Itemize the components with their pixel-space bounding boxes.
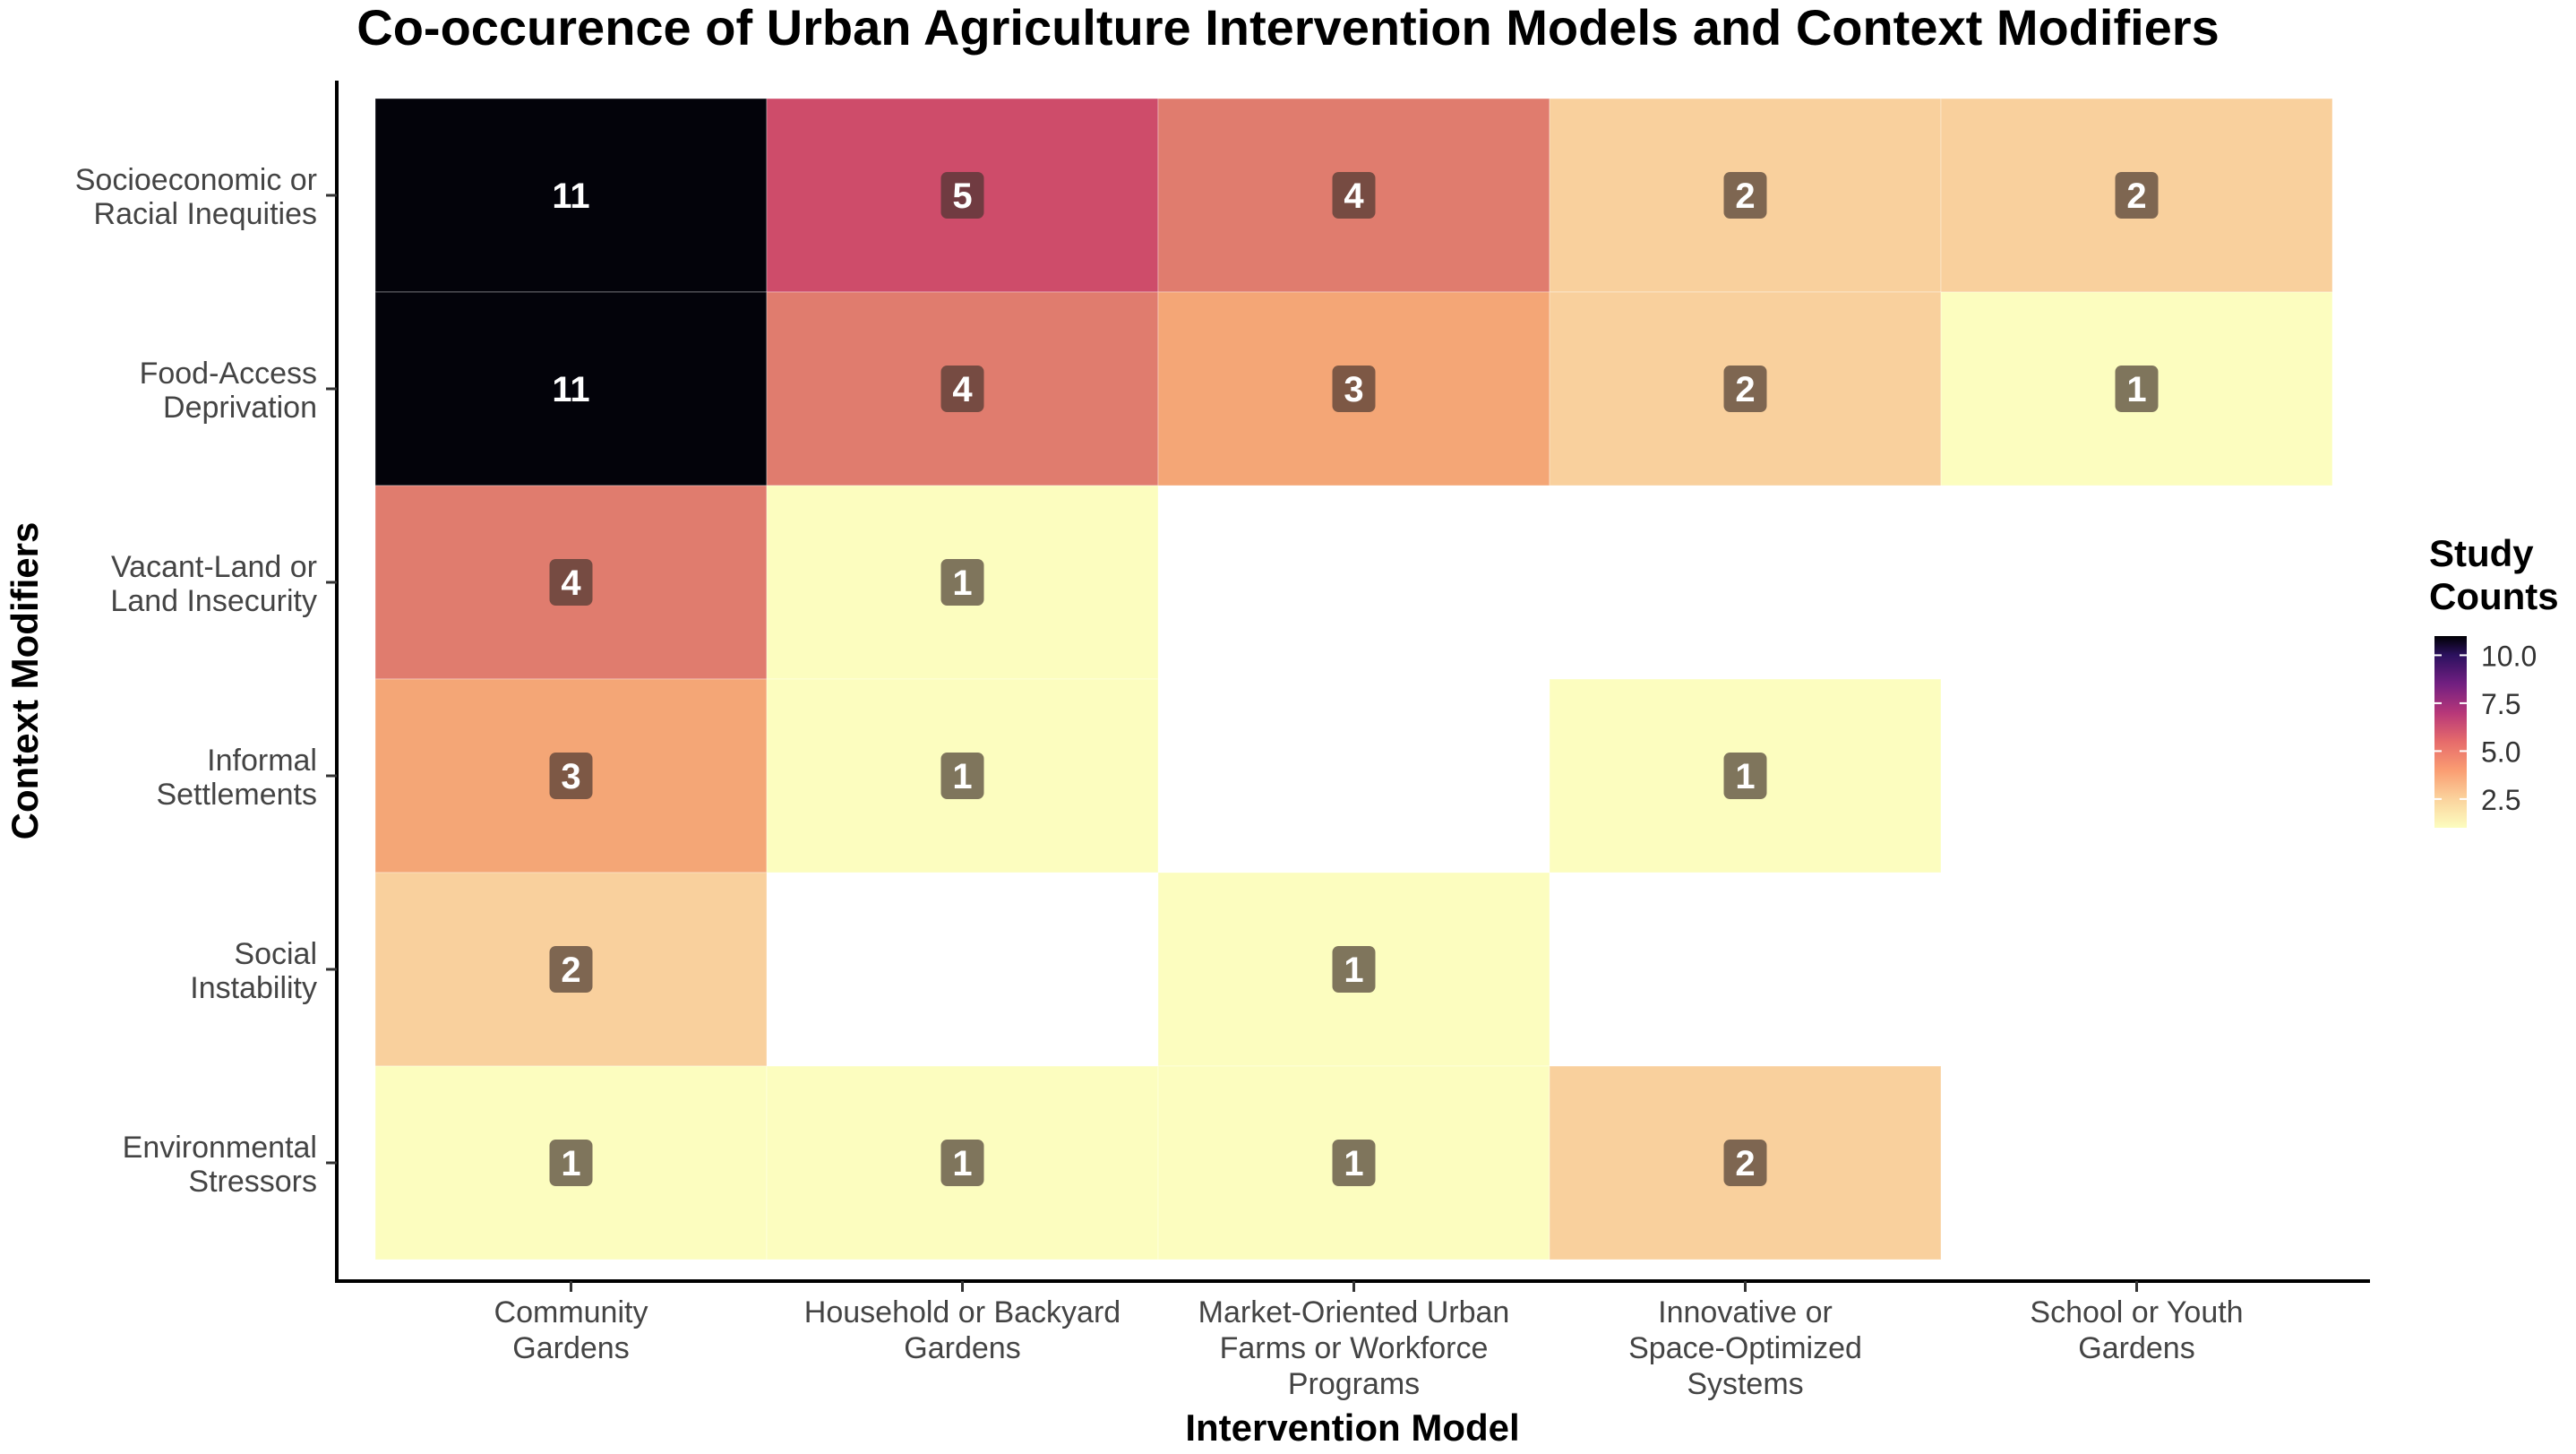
x-tick-label: Community Gardens <box>494 1295 648 1365</box>
x-tick-label: Market-Oriented Urban Farms or Workforce P… <box>1198 1295 1510 1401</box>
cell-value-label: 4 <box>1344 176 1364 216</box>
cell-value-label: 2 <box>1735 176 1755 216</box>
cell-value-label: 3 <box>561 757 580 796</box>
legend-tick-label: 5.0 <box>2481 736 2520 768</box>
cell-value-label: 2 <box>2126 176 2146 216</box>
cell-value-label: 1 <box>952 1144 972 1183</box>
cell-value-badge <box>1723 366 1767 412</box>
x-tick-label: School or Youth Gardens <box>2030 1295 2243 1365</box>
x-axis-title: Intervention Model <box>1185 1407 1519 1449</box>
cell-value-badge <box>1332 366 1376 412</box>
cell-value-badge <box>1332 172 1376 219</box>
cell-value-label: 1 <box>1344 1144 1363 1183</box>
cell-value-label: 3 <box>1344 370 1363 409</box>
cell-value-badge <box>940 753 984 799</box>
cell-value-badge <box>940 366 984 412</box>
y-axis-title: Context Modifiers <box>4 522 46 840</box>
cell-value-badge <box>1723 753 1767 799</box>
chart-title: Co-occurence of Urban Agriculture Interv… <box>356 0 2219 56</box>
legend-tick-label: 7.5 <box>2481 688 2520 720</box>
heatmap-cell <box>374 98 768 293</box>
cell-value-badge <box>549 559 593 606</box>
legend-tick-label: 2.5 <box>2481 784 2520 816</box>
cell-value-badge <box>1723 172 1767 219</box>
cell-value-badge <box>2115 366 2159 412</box>
cell-value-label: 2 <box>1735 370 1755 409</box>
cell-value-label: 4 <box>952 370 973 409</box>
cell-value-labels: 11 5 4 2 211 4 3 2 14 13 1 12 11 1 1 2 <box>549 172 2159 1186</box>
cell-value-label: 4 <box>561 564 581 603</box>
cell-value-label: 1 <box>2126 370 2146 409</box>
heatmap-cell <box>374 291 768 486</box>
cell-value-badge <box>1332 946 1376 993</box>
x-tick-label: Household or Backyard Gardens <box>804 1295 1121 1365</box>
cell-value-label: 1 <box>952 757 972 796</box>
cell-value-label: 1 <box>1344 951 1363 990</box>
y-tick-label: Vacant-Land or Land Insecurity <box>110 550 317 618</box>
y-tick-label: Food-Access Deprivation <box>140 357 317 425</box>
heatmap-cells <box>374 98 2333 1260</box>
legend-ticks: 10.0 7.5 5.0 2.5 <box>2434 640 2537 816</box>
y-tick-label: Socioeconomic or Racial Inequities <box>75 163 317 231</box>
cell-value-badge <box>1723 1140 1767 1186</box>
y-tick-label: Environmental Stressors <box>123 1131 317 1199</box>
cell-value-label: 1 <box>952 564 972 603</box>
x-tick-label: Innovative or Space-Optimized Systems <box>1628 1295 1862 1401</box>
x-axis-ticks: Community Gardens Household or Backyard Gar… <box>494 1281 2244 1401</box>
cell-value-label: 2 <box>1735 1144 1755 1183</box>
color-legend: Study Counts 10.0 7.5 5.0 2.5 <box>2429 532 2559 828</box>
cell-value-badge <box>2115 172 2159 219</box>
cell-value-label: 11 <box>552 176 589 216</box>
cell-value-label: 5 <box>952 176 972 216</box>
cell-value-label: 1 <box>1735 757 1755 796</box>
cell-value-badge <box>940 1140 984 1186</box>
cell-value-badge <box>549 1140 593 1186</box>
y-axis-ticks: Socioeconomic or Racial Inequities Food-Ac… <box>75 163 337 1199</box>
y-tick-label: Social Instability <box>190 937 317 1005</box>
cell-value-badge <box>940 172 984 219</box>
legend-tick-label: 10.0 <box>2481 640 2537 672</box>
cell-value-label: 11 <box>552 370 589 409</box>
cell-value-label: 1 <box>561 1144 580 1183</box>
cell-value-badge <box>549 946 593 993</box>
cell-value-badge <box>940 559 984 606</box>
y-tick-label: Informal Settlements <box>156 744 317 812</box>
cell-value-label: 2 <box>561 951 580 990</box>
cell-value-badge <box>1332 1140 1376 1186</box>
legend-title: Study Counts <box>2429 532 2559 617</box>
legend-colorbar <box>2434 636 2467 828</box>
heatmap-cell <box>766 678 1159 873</box>
cell-value-badge <box>549 753 593 799</box>
